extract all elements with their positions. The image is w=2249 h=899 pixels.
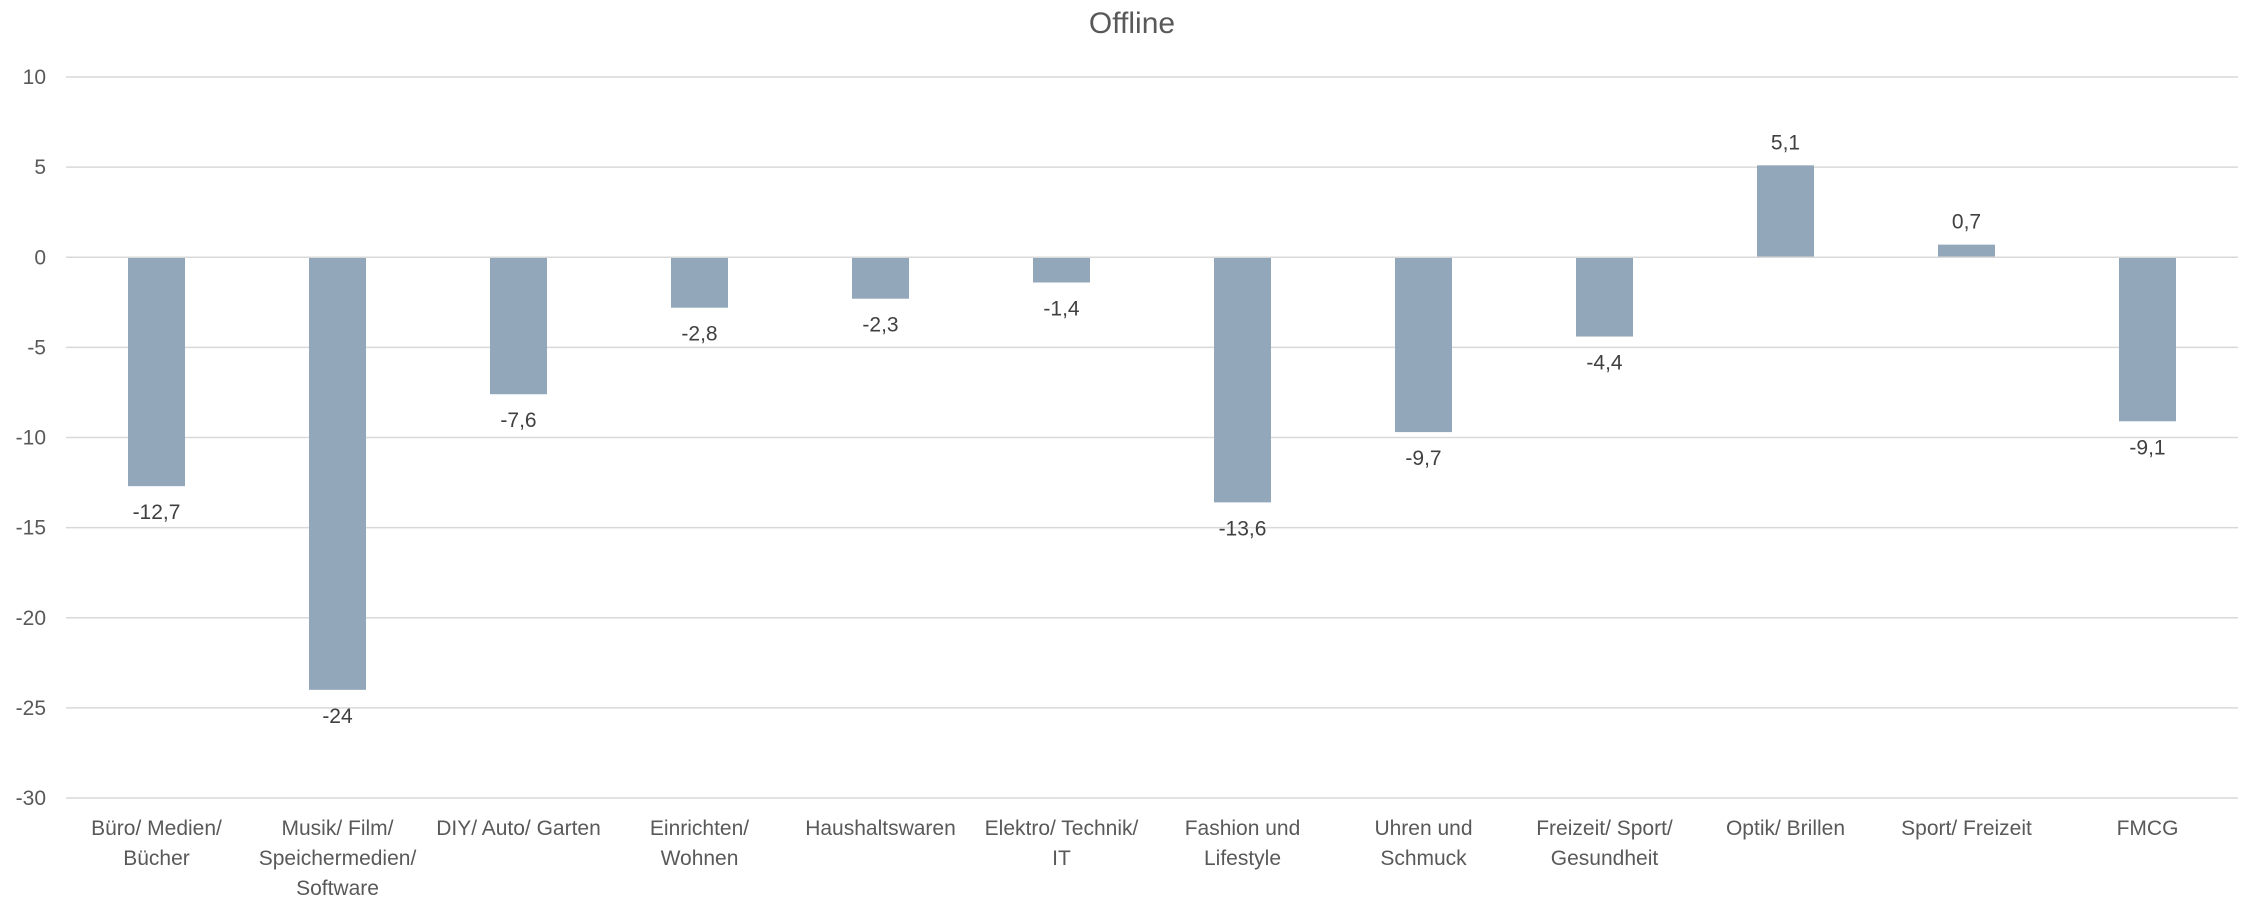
y-tick-label: -20 (16, 607, 46, 630)
data-label: -9,1 (2129, 436, 2165, 459)
y-tick-label: 10 (23, 66, 46, 89)
y-tick-label: 5 (34, 156, 46, 179)
bar (1214, 257, 1271, 503)
category-label: Uhren und (1374, 817, 1472, 840)
category-label: FMCG (2117, 817, 2179, 840)
y-tick-label: 0 (34, 246, 46, 269)
y-axis-tick-labels: 10 5 0 -5 -10 -15 -20 -25 -30 (16, 66, 46, 810)
y-tick-label: -30 (16, 787, 46, 810)
category-label: Lifestyle (1204, 847, 1281, 870)
bar (1033, 257, 1090, 283)
data-label: -4,4 (1586, 352, 1623, 375)
data-label: -7,6 (500, 409, 536, 432)
data-labels: -12,7 -24 -7,6 -2,8 -2,3 -1,4 -13,6 -9,7 -4,4 5,1… (133, 131, 2166, 728)
bar (852, 257, 909, 299)
x-axis-category-labels: Büro/ Medien/Bücher Musik/ Film/Speicherm… (91, 817, 2178, 899)
bar (1938, 244, 1995, 258)
category-label: Sport/ Freizeit (1901, 817, 2032, 840)
data-label: -2,3 (862, 314, 898, 337)
bar (1395, 257, 1452, 433)
category-label: Gesundheit (1551, 847, 1659, 870)
category-label: Einrichten/ (650, 817, 749, 840)
data-label: -13,6 (1219, 517, 1267, 540)
chart-title: Offline (1089, 7, 1175, 40)
category-label: IT (1052, 847, 1071, 870)
data-label: 0,7 (1952, 211, 1981, 234)
data-label: -24 (322, 705, 353, 728)
bar (1576, 257, 1633, 337)
bar (2119, 257, 2176, 422)
y-tick-label: -5 (27, 336, 46, 359)
bars (128, 165, 2176, 690)
category-label: Fashion und (1185, 817, 1301, 840)
category-label: Schmuck (1380, 847, 1467, 870)
y-tick-label: -15 (16, 517, 46, 540)
bar (128, 257, 185, 487)
category-label: Musik/ Film/ (282, 817, 394, 840)
data-label: -2,8 (681, 323, 717, 346)
category-label: Haushaltswaren (805, 817, 956, 840)
category-label: DIY/ Auto/ Garten (436, 817, 601, 840)
y-tick-label: -10 (16, 427, 46, 450)
category-label: Wohnen (661, 847, 739, 870)
category-label: Freizeit/ Sport/ (1536, 817, 1673, 840)
data-label: -1,4 (1043, 297, 1080, 320)
data-label: 5,1 (1771, 131, 1800, 154)
gridlines (66, 76, 2238, 799)
data-label: -12,7 (133, 501, 181, 524)
bar (1757, 165, 1814, 258)
data-label: -9,7 (1405, 447, 1441, 470)
bar (671, 257, 728, 308)
bar (309, 257, 366, 690)
category-label: Bücher (123, 847, 190, 870)
y-tick-label: -25 (16, 697, 46, 720)
category-label: Elektro/ Technik/ (985, 817, 1139, 840)
category-label: Speichermedien/ (259, 847, 417, 870)
bar (490, 257, 547, 395)
category-label: Optik/ Brillen (1726, 817, 1845, 840)
category-label: Software (296, 877, 379, 899)
category-label: Büro/ Medien/ (91, 817, 222, 840)
